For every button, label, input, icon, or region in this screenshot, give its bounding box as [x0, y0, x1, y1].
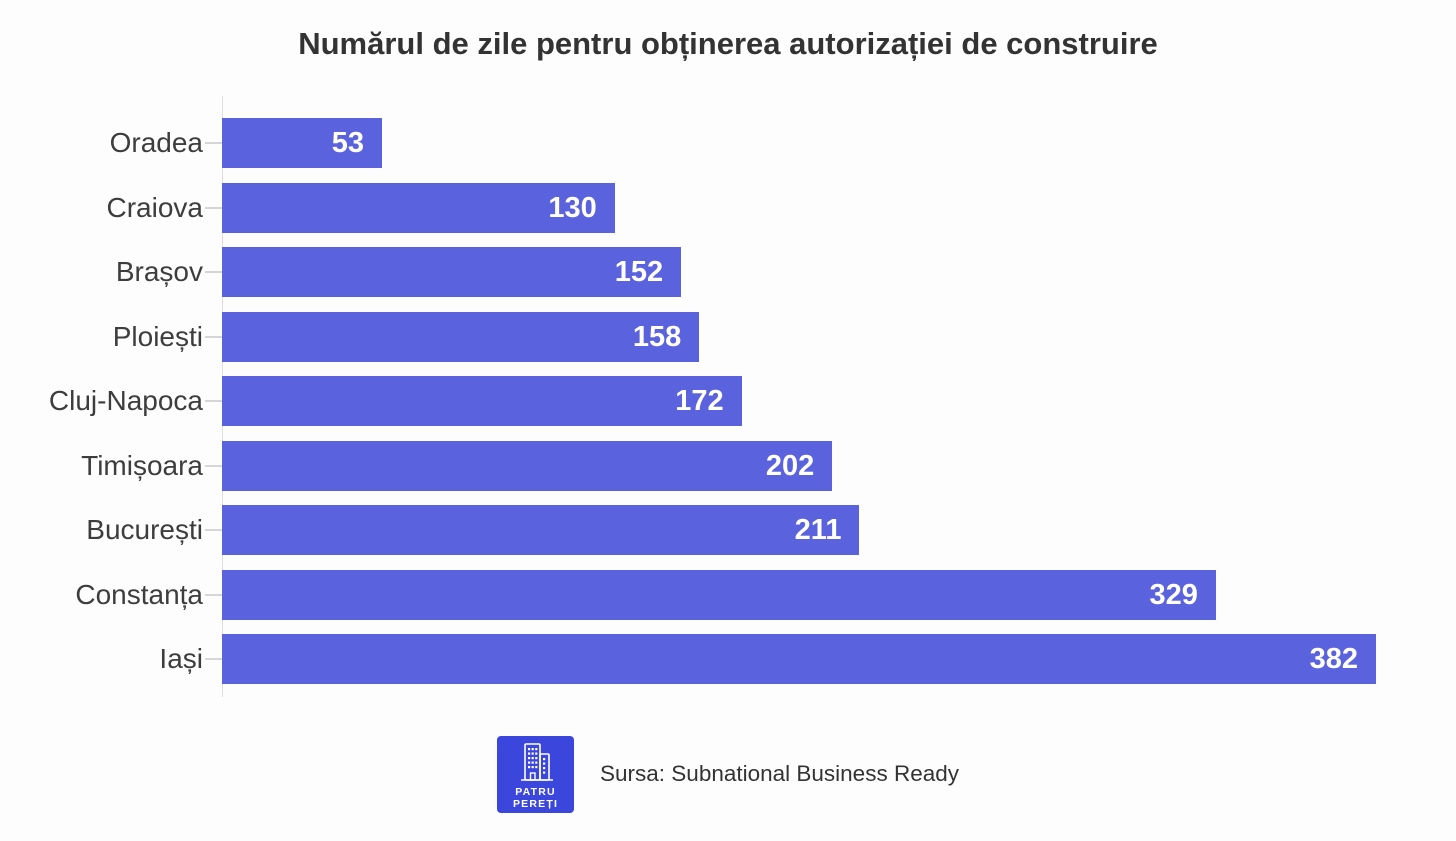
bar: 53	[222, 118, 383, 169]
tick-mark	[205, 400, 222, 403]
bar: 382	[222, 634, 1376, 685]
bar: 202	[222, 440, 833, 491]
logo-text-line1: PATRU	[515, 786, 556, 798]
category-label: Oradea	[109, 127, 203, 159]
footer: PATRU PEREȚI Sursa: Subnational Business…	[0, 735, 1456, 813]
value-label: 202	[765, 449, 815, 482]
value-label: 152	[614, 256, 664, 289]
bar-area: 211	[222, 505, 1376, 556]
category-label: Iași	[159, 643, 203, 675]
bar-chart: Oradea 53 Craiova 130 Brașov 152 Ploiești 158 Cl…	[0, 96, 1456, 697]
bar: 172	[222, 376, 742, 427]
bar-row: Cluj-Napoca 172	[0, 369, 1376, 434]
bar-row: Timișoara 202	[0, 434, 1376, 499]
bar: 329	[222, 569, 1216, 620]
patru-pereti-logo: PATRU PEREȚI	[497, 735, 575, 813]
bar-area: 130	[222, 182, 1376, 233]
building-icon	[520, 743, 553, 781]
source-text: Sursa: Subnational Business Ready	[600, 761, 959, 786]
value-label: 382	[1309, 643, 1358, 676]
value-label: 158	[632, 320, 682, 353]
bar-area: 158	[222, 311, 1376, 362]
bar-area: 202	[222, 440, 1376, 491]
category-label: Cluj-Napoca	[48, 385, 203, 417]
tick-mark	[205, 335, 222, 338]
category-label: Craiova	[106, 191, 203, 223]
tick-mark	[205, 529, 222, 532]
bar-area: 329	[222, 569, 1376, 620]
bar-row: București 211	[0, 498, 1376, 563]
bar: 130	[222, 182, 615, 233]
bar-row: Oradea 53	[0, 111, 1376, 176]
tick-mark	[205, 206, 222, 209]
bar-row: Brașov 152	[0, 240, 1376, 305]
bar-area: 172	[222, 376, 1376, 427]
tick-mark	[205, 658, 222, 661]
category-label: Timișoara	[81, 449, 203, 481]
chart-title: Numărul de zile pentru obținerea autoriz…	[298, 26, 1158, 61]
logo-text-line2: PEREȚI	[512, 798, 559, 810]
bar-row: Craiova 130	[0, 176, 1376, 241]
value-label: 130	[548, 191, 597, 224]
value-label: 211	[794, 514, 842, 547]
bar-row: Constanța 329	[0, 563, 1376, 628]
bar: 152	[222, 247, 682, 298]
category-label: București	[86, 514, 203, 546]
bar-area: 53	[222, 118, 1376, 169]
category-label: Ploiești	[112, 320, 203, 352]
tick-mark	[205, 593, 222, 596]
bar-rows: Oradea 53 Craiova 130 Brașov 152 Ploiești 158 Cl…	[0, 111, 1376, 692]
category-label: Constanța	[75, 578, 203, 610]
bar-row: Ploiești 158	[0, 305, 1376, 370]
tick-mark	[205, 271, 222, 274]
category-label: Brașov	[115, 256, 203, 288]
value-label: 329	[1149, 578, 1198, 611]
tick-mark	[205, 142, 222, 145]
tick-mark	[205, 464, 222, 467]
bar-row: Iași 382	[0, 627, 1376, 692]
value-label: 53	[331, 127, 365, 160]
bar: 158	[222, 311, 700, 362]
bar: 211	[222, 505, 860, 556]
value-label: 172	[675, 385, 724, 418]
bar-area: 152	[222, 247, 1376, 298]
bar-area: 382	[222, 634, 1376, 685]
